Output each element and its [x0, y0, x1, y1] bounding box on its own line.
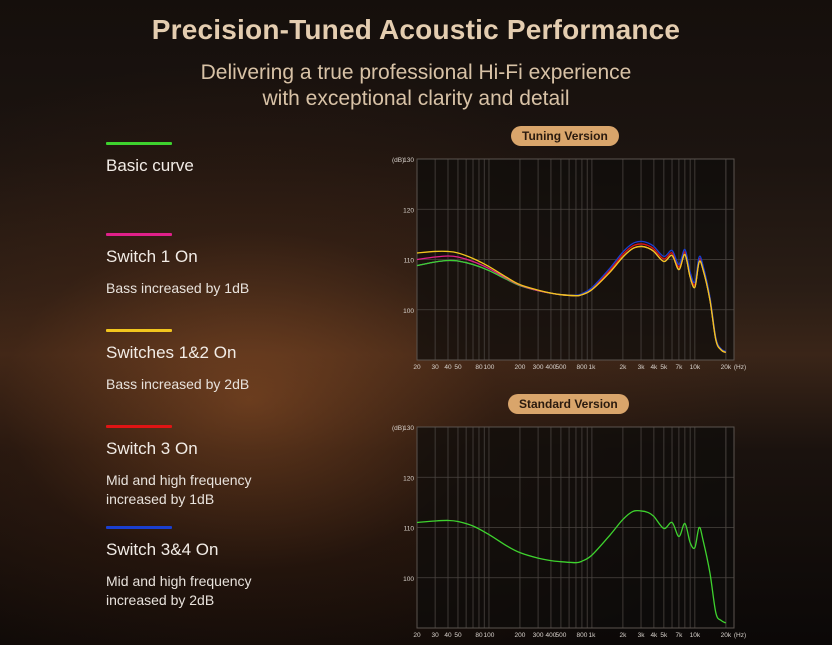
x-tick-label: 400 — [546, 632, 557, 639]
legend-item-switch-1: Switch 1 On Bass increased by 1dB — [106, 233, 366, 298]
x-tick-label: 2k — [619, 364, 627, 371]
x-tick-label: 20k — [721, 632, 732, 639]
legend-swatch — [106, 233, 172, 236]
page-subtitle: Delivering a true professional Hi-Fi exp… — [0, 60, 832, 112]
legend-name: Basic curve — [106, 156, 194, 175]
legend-item-switch-3-4: Switch 3&4 On Mid and high frequency inc… — [106, 526, 366, 610]
legend-desc: Bass increased by 2dB — [106, 376, 250, 392]
page-title: Precision-Tuned Acoustic Performance — [151, 14, 681, 45]
legend-swatch — [106, 526, 172, 529]
legend-desc: Bass increased by 1dB — [106, 280, 250, 296]
y-tick-label: 120 — [403, 207, 414, 214]
x-tick-label: 40 — [444, 364, 452, 371]
x-tick-label: 2k — [619, 632, 627, 639]
x-tick-label: 800 — [577, 632, 588, 639]
legend-item-switches-1-2: Switches 1&2 On Bass increased by 2dB — [106, 329, 366, 394]
x-unit-label: (Hz) — [734, 364, 746, 371]
legend-swatch — [106, 142, 172, 145]
legend-name: Switch 3&4 On — [106, 540, 219, 559]
y-tick-label: 130 — [403, 425, 414, 432]
y-tick-label: 100 — [403, 576, 414, 583]
tuning-version-chart: 100 110 120 (dB) 130 20 30 40 50 80 100 200 300 400 50… — [388, 150, 748, 372]
x-tick-label: 4k — [650, 632, 658, 639]
x-tick-label: 500 — [555, 364, 566, 371]
x-tick-label: 5k — [660, 632, 668, 639]
x-tick-label: 50 — [454, 364, 462, 371]
x-tick-label: 3k — [638, 364, 646, 371]
plot-frame — [416, 426, 735, 629]
y-tick-label: 110 — [404, 526, 415, 533]
y-tick-label: 130 — [403, 157, 414, 164]
x-tick-label: 300 — [533, 364, 544, 371]
x-tick-label: 10k — [690, 632, 701, 639]
legend-name: Switches 1&2 On — [106, 343, 237, 362]
legend-name: Switch 1 On — [106, 247, 198, 266]
x-tick-label: 7k — [675, 632, 683, 639]
x-tick-label: 20 — [413, 632, 421, 639]
legend-item-basic-curve: Basic curve — [106, 142, 366, 176]
x-tick-label: 40 — [444, 632, 452, 639]
x-tick-label: 80 — [475, 364, 483, 371]
legend-desc: Mid and high frequency increased by 1dB — [106, 471, 366, 509]
x-tick-label: 7k — [675, 364, 683, 371]
x-tick-label: 3k — [638, 632, 646, 639]
y-tick-label: 110 — [404, 258, 415, 265]
x-unit-label: (Hz) — [734, 632, 746, 639]
y-tick-label: 120 — [403, 475, 414, 482]
legend-swatch — [106, 425, 172, 428]
legend-item-switch-3: Switch 3 On Mid and high frequency incre… — [106, 425, 366, 509]
legend-desc-line-1: Mid and high frequency — [106, 472, 252, 488]
subtitle-line-2: with exceptional clarity and detail — [262, 87, 570, 110]
x-tick-label: 200 — [515, 632, 526, 639]
x-tick-label: 30 — [432, 632, 440, 639]
y-unit-label: (dB) — [392, 157, 404, 164]
x-tick-label: 80 — [475, 632, 483, 639]
x-tick-label: 500 — [555, 632, 566, 639]
standard-version-badge: Standard Version — [508, 394, 629, 414]
x-tick-label: 200 — [515, 364, 526, 371]
x-tick-label: 1k — [588, 632, 596, 639]
x-tick-label: 30 — [432, 364, 440, 371]
x-tick-label: 100 — [484, 364, 495, 371]
y-tick-label: 100 — [403, 308, 414, 315]
legend-desc: Mid and high frequency increased by 2dB — [106, 572, 366, 610]
y-unit-label: (dB) — [392, 425, 404, 432]
legend-name: Switch 3 On — [106, 439, 198, 458]
x-tick-label: 800 — [577, 364, 588, 371]
x-tick-label: 20 — [413, 364, 421, 371]
x-tick-label: 400 — [546, 364, 557, 371]
x-tick-label: 20k — [721, 364, 732, 371]
x-tick-label: 4k — [650, 364, 658, 371]
legend-swatch — [106, 329, 172, 332]
x-tick-label: 300 — [533, 632, 544, 639]
x-tick-label: 50 — [454, 632, 462, 639]
x-tick-label: 100 — [484, 632, 495, 639]
subtitle-line-1: Delivering a true professional Hi-Fi exp… — [200, 61, 632, 84]
legend-desc-line-1: Mid and high frequency — [106, 573, 252, 589]
x-tick-label: 10k — [690, 364, 701, 371]
standard-version-chart: 100 110 120 (dB) 130 20 30 40 50 80 100 200 300 400 50… — [388, 418, 748, 640]
x-tick-label: 1k — [588, 364, 596, 371]
series-line-switches-1-2-on — [416, 245, 727, 354]
legend-desc-line-2: increased by 2dB — [106, 592, 215, 608]
legend-desc-line-2: increased by 1dB — [106, 491, 215, 507]
x-tick-label: 5k — [660, 364, 668, 371]
series-line-basic-curve — [416, 509, 727, 624]
tuning-version-badge: Tuning Version — [511, 126, 619, 146]
